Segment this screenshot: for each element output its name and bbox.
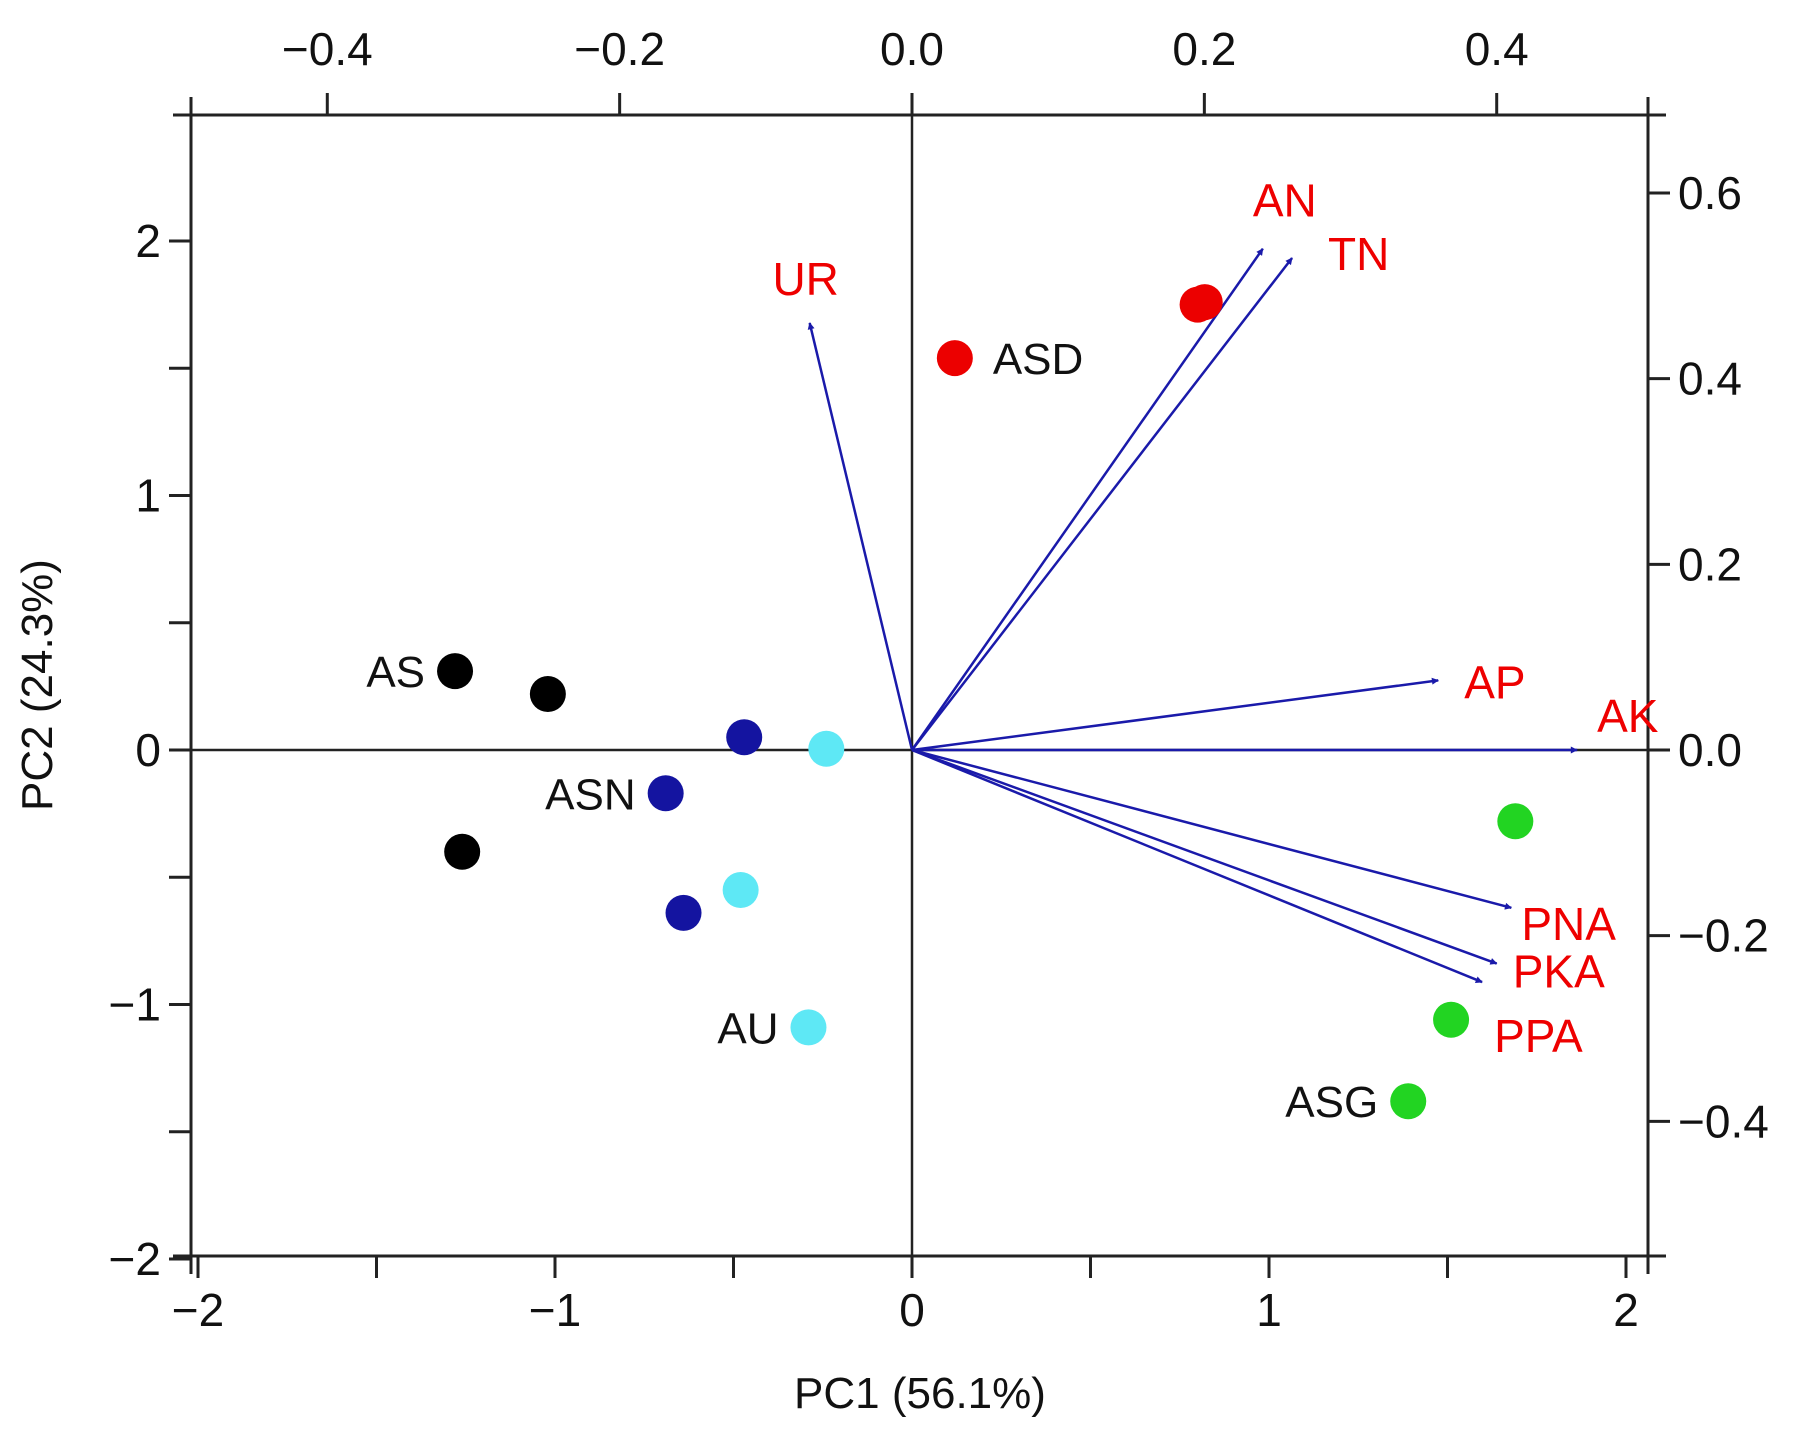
group-label-asg: ASG — [1285, 1078, 1378, 1127]
axis-right: −0.4 −0.2 0.0 0.2 0.4 0.6 — [1646, 97, 1769, 1274]
y-tick-label: 2 — [135, 215, 161, 267]
score-point-asn — [647, 775, 684, 812]
group-label-asn: ASN — [545, 770, 635, 819]
x-tick-label: 1 — [1256, 1284, 1282, 1336]
y-tick-label: −1 — [109, 979, 161, 1031]
loading-label-ur: UR — [772, 253, 838, 305]
right-tick-label: −0.4 — [1678, 1095, 1769, 1147]
top-tick-label: 0.2 — [1172, 23, 1236, 75]
right-tick-label: −0.2 — [1678, 910, 1769, 962]
loading-arrow-tn — [911, 257, 1294, 751]
loading-label-ak: AK — [1597, 690, 1659, 742]
loading-label-pna: PNA — [1521, 898, 1616, 950]
score-point-asn — [665, 894, 702, 931]
score-point-asn — [726, 719, 763, 756]
score-points: AS ASN AU ASD ASG — [366, 284, 1534, 1127]
right-tick-label: 0.0 — [1678, 724, 1742, 776]
top-tick-label: 0.0 — [880, 23, 944, 75]
group-label-as: AS — [366, 648, 425, 697]
loading-arrow-pna — [911, 748, 1513, 910]
group-label-au: AU — [717, 1004, 778, 1053]
y-tick-label: 0 — [135, 724, 161, 776]
axis-top: −0.4 −0.2 0.0 0.2 0.4 — [173, 23, 1666, 117]
right-tick-label: 0.4 — [1678, 353, 1742, 405]
score-point-asd — [936, 340, 973, 377]
loading-label-tn: TN — [1328, 228, 1389, 280]
loading-arrow-ap — [911, 677, 1439, 752]
right-tick-label: 0.6 — [1678, 167, 1742, 219]
score-point-au — [808, 730, 845, 767]
x-tick-label: 2 — [1613, 1284, 1639, 1336]
score-point-as — [444, 833, 481, 870]
loading-arrow-ppa — [911, 748, 1483, 984]
score-point-asg — [1390, 1083, 1427, 1120]
loading-label-pka: PKA — [1513, 946, 1605, 998]
loading-arrow-pka — [911, 748, 1498, 965]
score-point-asg — [1497, 803, 1534, 840]
score-point-au — [722, 871, 759, 908]
loading-label-an: AN — [1253, 175, 1317, 227]
top-tick-label: −0.2 — [574, 23, 665, 75]
score-point-au — [790, 1009, 827, 1046]
loading-arrow-an — [910, 247, 1264, 751]
x-tick-label: −1 — [529, 1284, 581, 1336]
score-point-as — [437, 653, 474, 690]
loading-label-ppa: PPA — [1494, 1010, 1583, 1062]
score-point-asd — [1186, 284, 1223, 321]
x-tick-label: −2 — [172, 1284, 224, 1336]
y-tick-label: −2 — [109, 1233, 161, 1285]
axis-left: −2 −1 0 1 2 — [109, 97, 193, 1285]
score-point-as — [529, 676, 566, 713]
x-axis-title: PC1 (56.1%) — [794, 1369, 1046, 1418]
right-tick-label: 0.2 — [1678, 538, 1742, 590]
score-point-asg — [1433, 1001, 1470, 1038]
y-tick-label: 1 — [135, 470, 161, 522]
top-tick-label: −0.4 — [282, 23, 373, 75]
loading-arrow-ur — [807, 322, 914, 751]
loading-label-ap: AP — [1464, 656, 1525, 708]
y-axis-title: PC2 (24.3%) — [13, 559, 62, 811]
top-tick-label: 0.4 — [1465, 23, 1529, 75]
group-label-asd: ASD — [993, 335, 1083, 384]
x-tick-label: 0 — [899, 1284, 925, 1336]
axis-bottom: −2 −1 0 1 2 — [172, 1254, 1666, 1336]
